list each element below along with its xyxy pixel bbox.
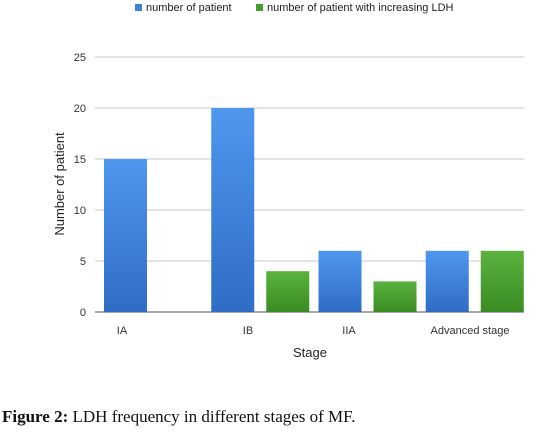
bar-patients [104,159,147,312]
caption-text: LDH frequency in different stages of MF. [68,407,356,426]
caption-label: Figure 2: [2,407,69,426]
y-axis-label: Number of patient [52,132,67,236]
x-tick-label: IA [117,325,128,337]
bar-patients [318,250,362,312]
legend: number of patient number of patient with … [135,2,454,14]
bar-increasing-ldh [373,281,417,312]
y-tick-label: 25 [74,52,86,64]
y-tick-label: 15 [74,154,86,166]
x-tick-label: IB [243,325,253,337]
legend-label: number of patient [146,2,232,14]
bar-increasing-ldh [480,250,524,312]
bar-chart: number of patient number of patient with … [52,2,524,360]
x-tick-labels: IA IB IIA Advanced stage [117,325,510,337]
figure-caption: Figure 2: LDH frequency in different sta… [2,407,356,427]
y-tick-label: 0 [80,307,86,319]
y-tick-label: 5 [80,256,86,268]
bar-patients [425,250,469,312]
x-axis-label: Stage [293,345,327,360]
x-tick-label: Advanced stage [431,325,510,337]
x-tick-label: IIA [342,325,356,337]
bar-patients [211,108,255,312]
y-tick-labels: 0 5 10 15 20 25 [74,52,86,319]
legend-label: number of patient with increasing LDH [267,2,454,14]
legend-swatch [256,4,263,11]
bars [104,108,524,312]
bar-increasing-ldh [266,271,310,312]
legend-swatch [135,4,142,11]
y-tick-label: 10 [74,205,86,217]
y-tick-label: 20 [74,103,86,115]
